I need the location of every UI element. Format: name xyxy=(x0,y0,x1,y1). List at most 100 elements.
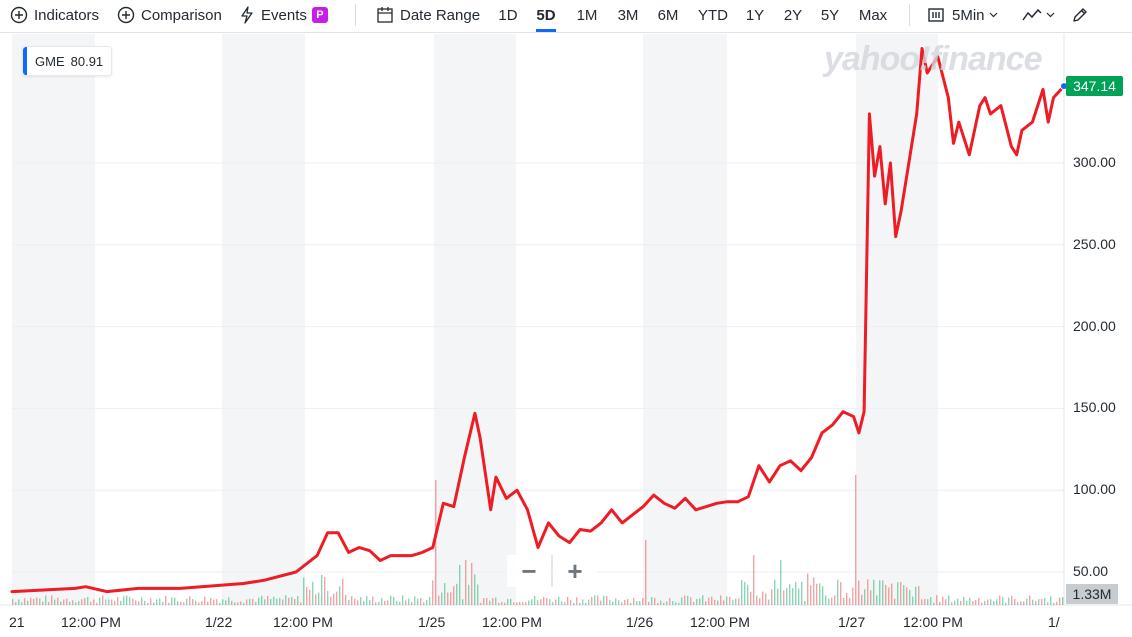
events-badge-icon: P xyxy=(311,7,328,23)
volume-bar xyxy=(99,597,101,605)
range-2y[interactable]: 2Y xyxy=(783,0,803,30)
comparison-button[interactable]: Comparison xyxy=(117,0,222,30)
symbol-legend[interactable]: GME 80.91 xyxy=(22,46,113,76)
volume-bar xyxy=(21,602,23,605)
volume-bar xyxy=(954,600,956,605)
volume-bar xyxy=(1053,602,1055,605)
y-tick-label: 250.00 xyxy=(1073,235,1116,252)
volume-bar xyxy=(549,599,551,605)
volume-bar xyxy=(171,597,173,605)
volume-bar xyxy=(648,601,650,605)
zoom-in-button[interactable]: + xyxy=(567,555,583,586)
volume-bar xyxy=(744,581,746,605)
volume-bar xyxy=(546,598,548,605)
volume-bar xyxy=(699,598,701,605)
zoom-out-button[interactable]: − xyxy=(521,555,537,586)
volume-bar xyxy=(123,596,125,605)
volume-bar xyxy=(618,600,620,605)
volume-bar xyxy=(408,598,410,605)
y-tick-label: 150.00 xyxy=(1073,399,1116,416)
volume-bar xyxy=(792,588,794,605)
volume-bar xyxy=(513,602,515,605)
volume-bar xyxy=(516,602,518,605)
volume-bar xyxy=(747,585,749,605)
volume-bar xyxy=(759,598,761,605)
volume-bar xyxy=(636,601,638,605)
range-1d[interactable]: 1D xyxy=(498,0,518,30)
session-shade xyxy=(643,34,727,605)
volume-bar xyxy=(993,600,995,605)
volume-bar xyxy=(333,593,335,605)
volume-bar xyxy=(48,602,50,605)
range-1m[interactable]: 1M xyxy=(576,0,598,30)
volume-bar xyxy=(624,599,626,605)
range-ytd[interactable]: YTD xyxy=(698,0,728,30)
x-tick-label: 12:00 PM xyxy=(273,614,333,630)
volume-bar xyxy=(1032,599,1034,605)
volume-bar xyxy=(84,598,86,605)
volume-bar xyxy=(447,592,449,605)
volume-bar xyxy=(360,597,362,605)
volume-bar xyxy=(486,597,488,605)
volume-bar xyxy=(756,595,758,605)
volume-bar xyxy=(78,601,80,605)
volume-bar xyxy=(972,601,974,605)
events-label: Events xyxy=(261,6,307,24)
volume-bar xyxy=(384,600,386,605)
volume-bar xyxy=(726,596,728,605)
volume-bar xyxy=(891,583,893,605)
volume-bar xyxy=(669,598,671,605)
volume-bar xyxy=(522,602,524,605)
volume-bar xyxy=(390,595,392,605)
volume-bar xyxy=(306,586,308,605)
range-5d[interactable]: 5D xyxy=(536,0,556,32)
volume-bar xyxy=(816,583,818,605)
volume-bar xyxy=(162,601,164,605)
volume-bar xyxy=(819,583,821,605)
volume-bar xyxy=(657,602,659,605)
volume-bar xyxy=(885,584,887,605)
volume-bar xyxy=(741,580,743,605)
volume-bar xyxy=(189,596,191,605)
volume-bar xyxy=(576,597,578,605)
volume-bar xyxy=(465,560,467,605)
events-button[interactable]: Events P xyxy=(240,0,328,30)
indicators-label: Indicators xyxy=(34,6,100,24)
volume-bar xyxy=(969,597,971,605)
price-chart[interactable] xyxy=(0,32,1132,637)
range-max[interactable]: Max xyxy=(858,0,888,30)
volume-bar xyxy=(72,600,74,605)
volume-bar xyxy=(1008,597,1010,605)
range-1y[interactable]: 1Y xyxy=(745,0,765,30)
volume-bar xyxy=(144,600,146,605)
x-tick-label: 1/ xyxy=(1048,614,1060,630)
range-5y[interactable]: 5Y xyxy=(820,0,840,30)
volume-bar xyxy=(531,599,533,605)
range-6m[interactable]: 6M xyxy=(657,0,679,30)
volume-bar xyxy=(771,589,773,605)
volume-bar xyxy=(225,600,227,605)
chart-type-select[interactable] xyxy=(1022,0,1055,30)
interval-select[interactable]: 5Min xyxy=(927,0,998,30)
volume-bar xyxy=(66,598,68,605)
volume-bar xyxy=(249,598,251,605)
volume-bar xyxy=(720,595,722,605)
volume-bar xyxy=(393,596,395,605)
volume-bar xyxy=(138,601,140,605)
volume-bar xyxy=(459,565,461,605)
volume-bar xyxy=(168,602,170,605)
date-range-button[interactable]: Date Range xyxy=(376,0,480,30)
volume-bar xyxy=(735,598,737,605)
indicators-button[interactable]: Indicators xyxy=(10,0,99,30)
volume-bar xyxy=(609,599,611,605)
volume-bar xyxy=(432,580,434,605)
volume-bar xyxy=(1044,597,1046,605)
volume-bar xyxy=(399,601,401,605)
volume-bar xyxy=(831,597,833,605)
volume-bar xyxy=(654,597,656,605)
volume-bar xyxy=(783,590,785,605)
draw-button[interactable] xyxy=(1071,0,1089,30)
volume-bar xyxy=(900,581,902,605)
volume-bar xyxy=(276,598,278,605)
range-3m[interactable]: 3M xyxy=(617,0,639,30)
